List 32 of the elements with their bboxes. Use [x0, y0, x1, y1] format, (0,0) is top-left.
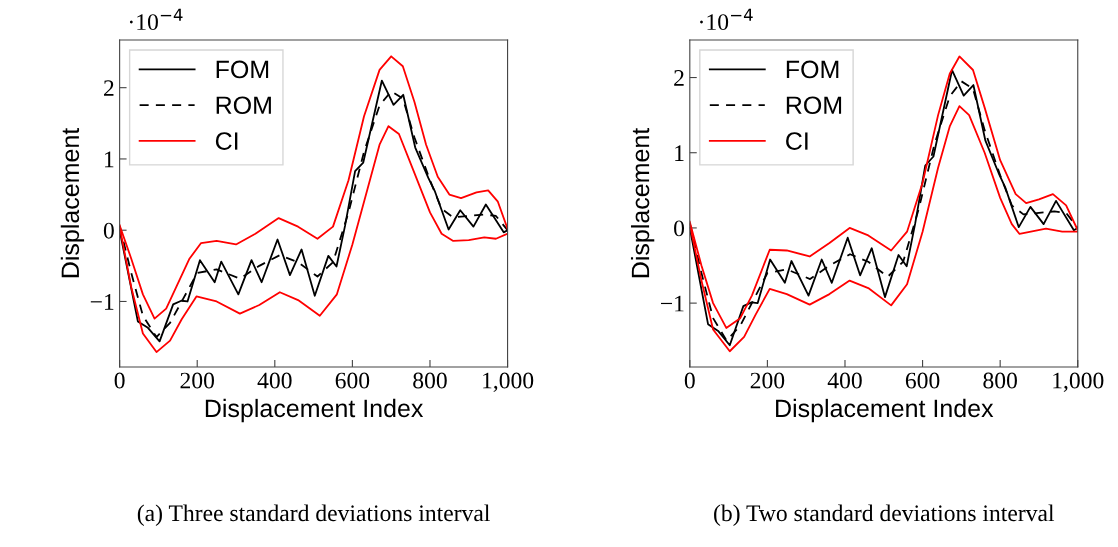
y-tick-label: 0: [103, 222, 114, 239]
x-tick-label: 800: [983, 372, 1017, 389]
x-tick-label: 800: [413, 372, 447, 389]
legend-label: CI: [215, 132, 238, 150]
text: (a) Three standard deviations interval: [137, 504, 490, 526]
x-axis-title: Displacement Index: [205, 398, 424, 423]
y-tick-label: 1: [105, 151, 114, 168]
legend-label: FOM: [786, 60, 839, 79]
x-tick-label: 200: [750, 372, 785, 389]
legend-label: ROM: [216, 96, 271, 115]
y-tick-label: −1: [90, 294, 114, 310]
y-tick-label: 1: [675, 145, 684, 161]
legend-label: FOM: [216, 60, 269, 79]
x-tick-label: 600: [905, 372, 940, 389]
text: ·10$^{−4}$: [129, 8, 183, 31]
y-tick-label: 2: [104, 80, 114, 96]
x-tick-label: 400: [257, 372, 292, 389]
y-axis-title: Displacement: [60, 127, 85, 278]
x-tick-label: 1,000: [483, 372, 534, 392]
y-axis-title: Displacement: [630, 127, 655, 278]
y-tick-label: 0: [674, 220, 685, 237]
legend-label: CI: [786, 132, 808, 150]
x-tick-label: 400: [827, 372, 862, 389]
x-tick-label: 1,000: [1053, 372, 1104, 392]
x-tick-label: 200: [180, 372, 215, 389]
x-tick-label: 600: [335, 372, 370, 389]
y-tick-label: −1: [661, 295, 684, 312]
x-axis-title: Displacement Index: [776, 398, 994, 423]
text: (b) Two standard deviations interval: [714, 504, 1055, 526]
legend-label: ROM: [786, 96, 842, 115]
text: ·10$^{−4}$: [700, 8, 753, 31]
y-tick-label: 2: [674, 70, 684, 86]
